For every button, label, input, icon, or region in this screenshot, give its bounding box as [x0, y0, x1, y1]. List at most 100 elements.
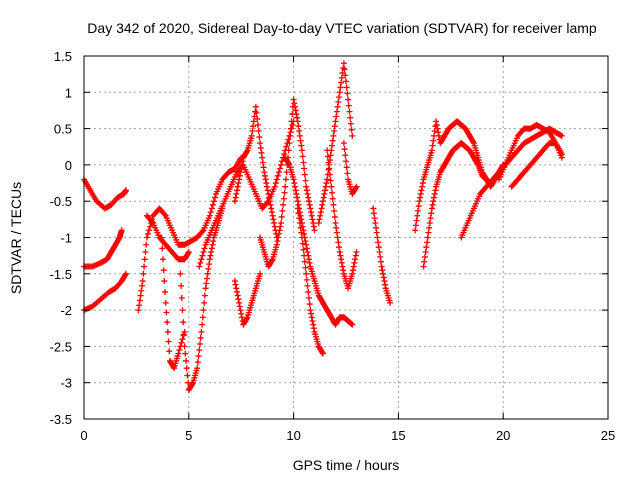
data-point [377, 253, 384, 260]
data-point [300, 246, 307, 253]
data-point [236, 303, 243, 310]
data-point [259, 154, 266, 161]
data-point [331, 213, 338, 220]
series-track-u [496, 121, 565, 183]
data-point [204, 270, 211, 277]
data-point [422, 249, 429, 256]
data-point [414, 207, 421, 214]
data-point [420, 263, 427, 270]
data-point [233, 285, 240, 292]
data-point [291, 100, 298, 107]
data-point [181, 343, 188, 350]
data-point [558, 151, 565, 158]
data-point [136, 302, 143, 309]
data-point [145, 227, 152, 234]
data-point [143, 234, 150, 241]
data-point [349, 321, 356, 328]
data-point [272, 180, 279, 187]
data-point [197, 334, 204, 341]
data-point [238, 310, 245, 317]
data-point [298, 234, 305, 241]
data-point [294, 118, 301, 125]
data-point [423, 244, 430, 251]
data-point [265, 190, 272, 197]
data-point [301, 230, 308, 237]
data-point [370, 210, 377, 217]
data-point [140, 270, 147, 277]
series-track-k [257, 96, 318, 270]
data-point [303, 270, 310, 277]
series-track-p [340, 140, 360, 197]
data-point [327, 152, 334, 159]
data-point [271, 219, 278, 226]
data-point [380, 270, 387, 277]
data-point [317, 209, 324, 216]
data-point [424, 234, 431, 241]
data-point [344, 170, 351, 177]
data-point [202, 285, 209, 292]
data-point [282, 176, 289, 183]
data-point [333, 108, 340, 115]
data-point [317, 212, 324, 219]
data-point [430, 137, 437, 144]
data-point [305, 198, 312, 205]
data-point [308, 209, 315, 216]
data-point [159, 245, 166, 252]
data-point [301, 258, 308, 265]
data-point [196, 263, 203, 270]
data-point [276, 165, 283, 172]
x-tick-label: 15 [391, 428, 405, 443]
data-point [329, 189, 336, 196]
data-point [378, 263, 385, 270]
data-point [321, 190, 328, 197]
data-point [329, 195, 336, 202]
data-point [319, 201, 326, 208]
data-point [372, 219, 379, 226]
data-point [418, 187, 425, 194]
data-point [296, 219, 303, 226]
data-point [426, 224, 433, 231]
data-point [287, 132, 294, 139]
data-point [136, 297, 143, 304]
data-point [299, 153, 306, 160]
data-point [325, 159, 332, 166]
data-point [238, 314, 245, 321]
data-point [415, 203, 422, 210]
data-point [380, 274, 387, 281]
data-point [208, 205, 215, 212]
data-point [279, 158, 286, 165]
data-point [337, 252, 344, 259]
data-point [198, 328, 205, 335]
series-track-q [370, 205, 394, 306]
data-point [434, 125, 441, 132]
data-point [139, 278, 146, 285]
data-point [338, 74, 345, 81]
data-point [430, 198, 437, 205]
data-point [305, 194, 312, 201]
data-point [248, 132, 255, 139]
data-point [334, 234, 341, 241]
data-point [178, 282, 185, 289]
data-point [379, 267, 386, 274]
data-point [231, 198, 238, 205]
data-point [341, 146, 348, 153]
data-point [316, 216, 323, 223]
data-point [205, 265, 212, 272]
data-point [268, 205, 275, 212]
data-point [302, 264, 309, 271]
data-point [337, 84, 344, 91]
series-track-d [135, 154, 245, 314]
data-point [164, 319, 171, 326]
data-point [206, 212, 213, 219]
data-point [349, 132, 356, 139]
y-tick-label: -2 [60, 303, 72, 318]
data-point [343, 158, 349, 165]
data-point [194, 359, 201, 366]
data-point [274, 172, 281, 179]
data-point [250, 123, 257, 130]
x-tick-label: 5 [185, 428, 192, 443]
data-point [266, 194, 273, 201]
data-point [194, 365, 201, 372]
y-tick-label: -1 [60, 231, 72, 246]
data-point [339, 263, 346, 270]
